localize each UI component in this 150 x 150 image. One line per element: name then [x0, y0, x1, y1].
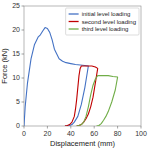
y-tick-label: 10 [12, 74, 20, 81]
x-tick-label: 80 [114, 130, 122, 137]
y-tick [22, 126, 25, 127]
legend-label: third level loading [82, 26, 129, 32]
series-line [77, 76, 118, 126]
legend: initial level loading second level loadin… [66, 8, 139, 35]
y-tick-label: 20 [12, 26, 20, 33]
x-tick-label: 40 [67, 130, 75, 137]
series-line [65, 66, 98, 126]
x-tick [141, 126, 142, 129]
y-tick [22, 102, 25, 103]
x-tick [70, 126, 71, 129]
x-tick-label: 20 [44, 130, 52, 137]
legend-swatch [69, 13, 79, 14]
y-tick [22, 30, 25, 31]
x-tick-label: 0 [22, 130, 26, 137]
legend-frame [66, 8, 139, 35]
y-tick [22, 6, 25, 7]
x-tick-label: 100 [135, 130, 147, 137]
x-tick [117, 126, 118, 129]
y-axis-label: Force (kN) [0, 48, 9, 84]
y-tick-label: 25 [12, 2, 20, 9]
y-tick-label: 0 [16, 122, 20, 129]
y-tick [22, 54, 25, 55]
legend-label: second level loading [82, 19, 136, 25]
y-tick-label: 15 [12, 50, 20, 57]
legend-swatch [69, 21, 79, 22]
chart: 0 20 40 60 80 100 0 5 10 15 20 25 Displacement (mm) F… [0, 0, 150, 150]
x-tick-label: 60 [90, 130, 98, 137]
y-tick-label: 5 [16, 98, 20, 105]
x-tick [94, 126, 95, 129]
y-tick [22, 78, 25, 79]
plot-frame [24, 6, 141, 126]
legend-label: initial level loading [82, 11, 131, 17]
legend-swatch [69, 28, 79, 29]
x-axis-label: Displacement (mm) [50, 139, 116, 148]
x-tick [47, 126, 48, 129]
plot-lines [24, 28, 118, 126]
x-tick [24, 126, 25, 129]
